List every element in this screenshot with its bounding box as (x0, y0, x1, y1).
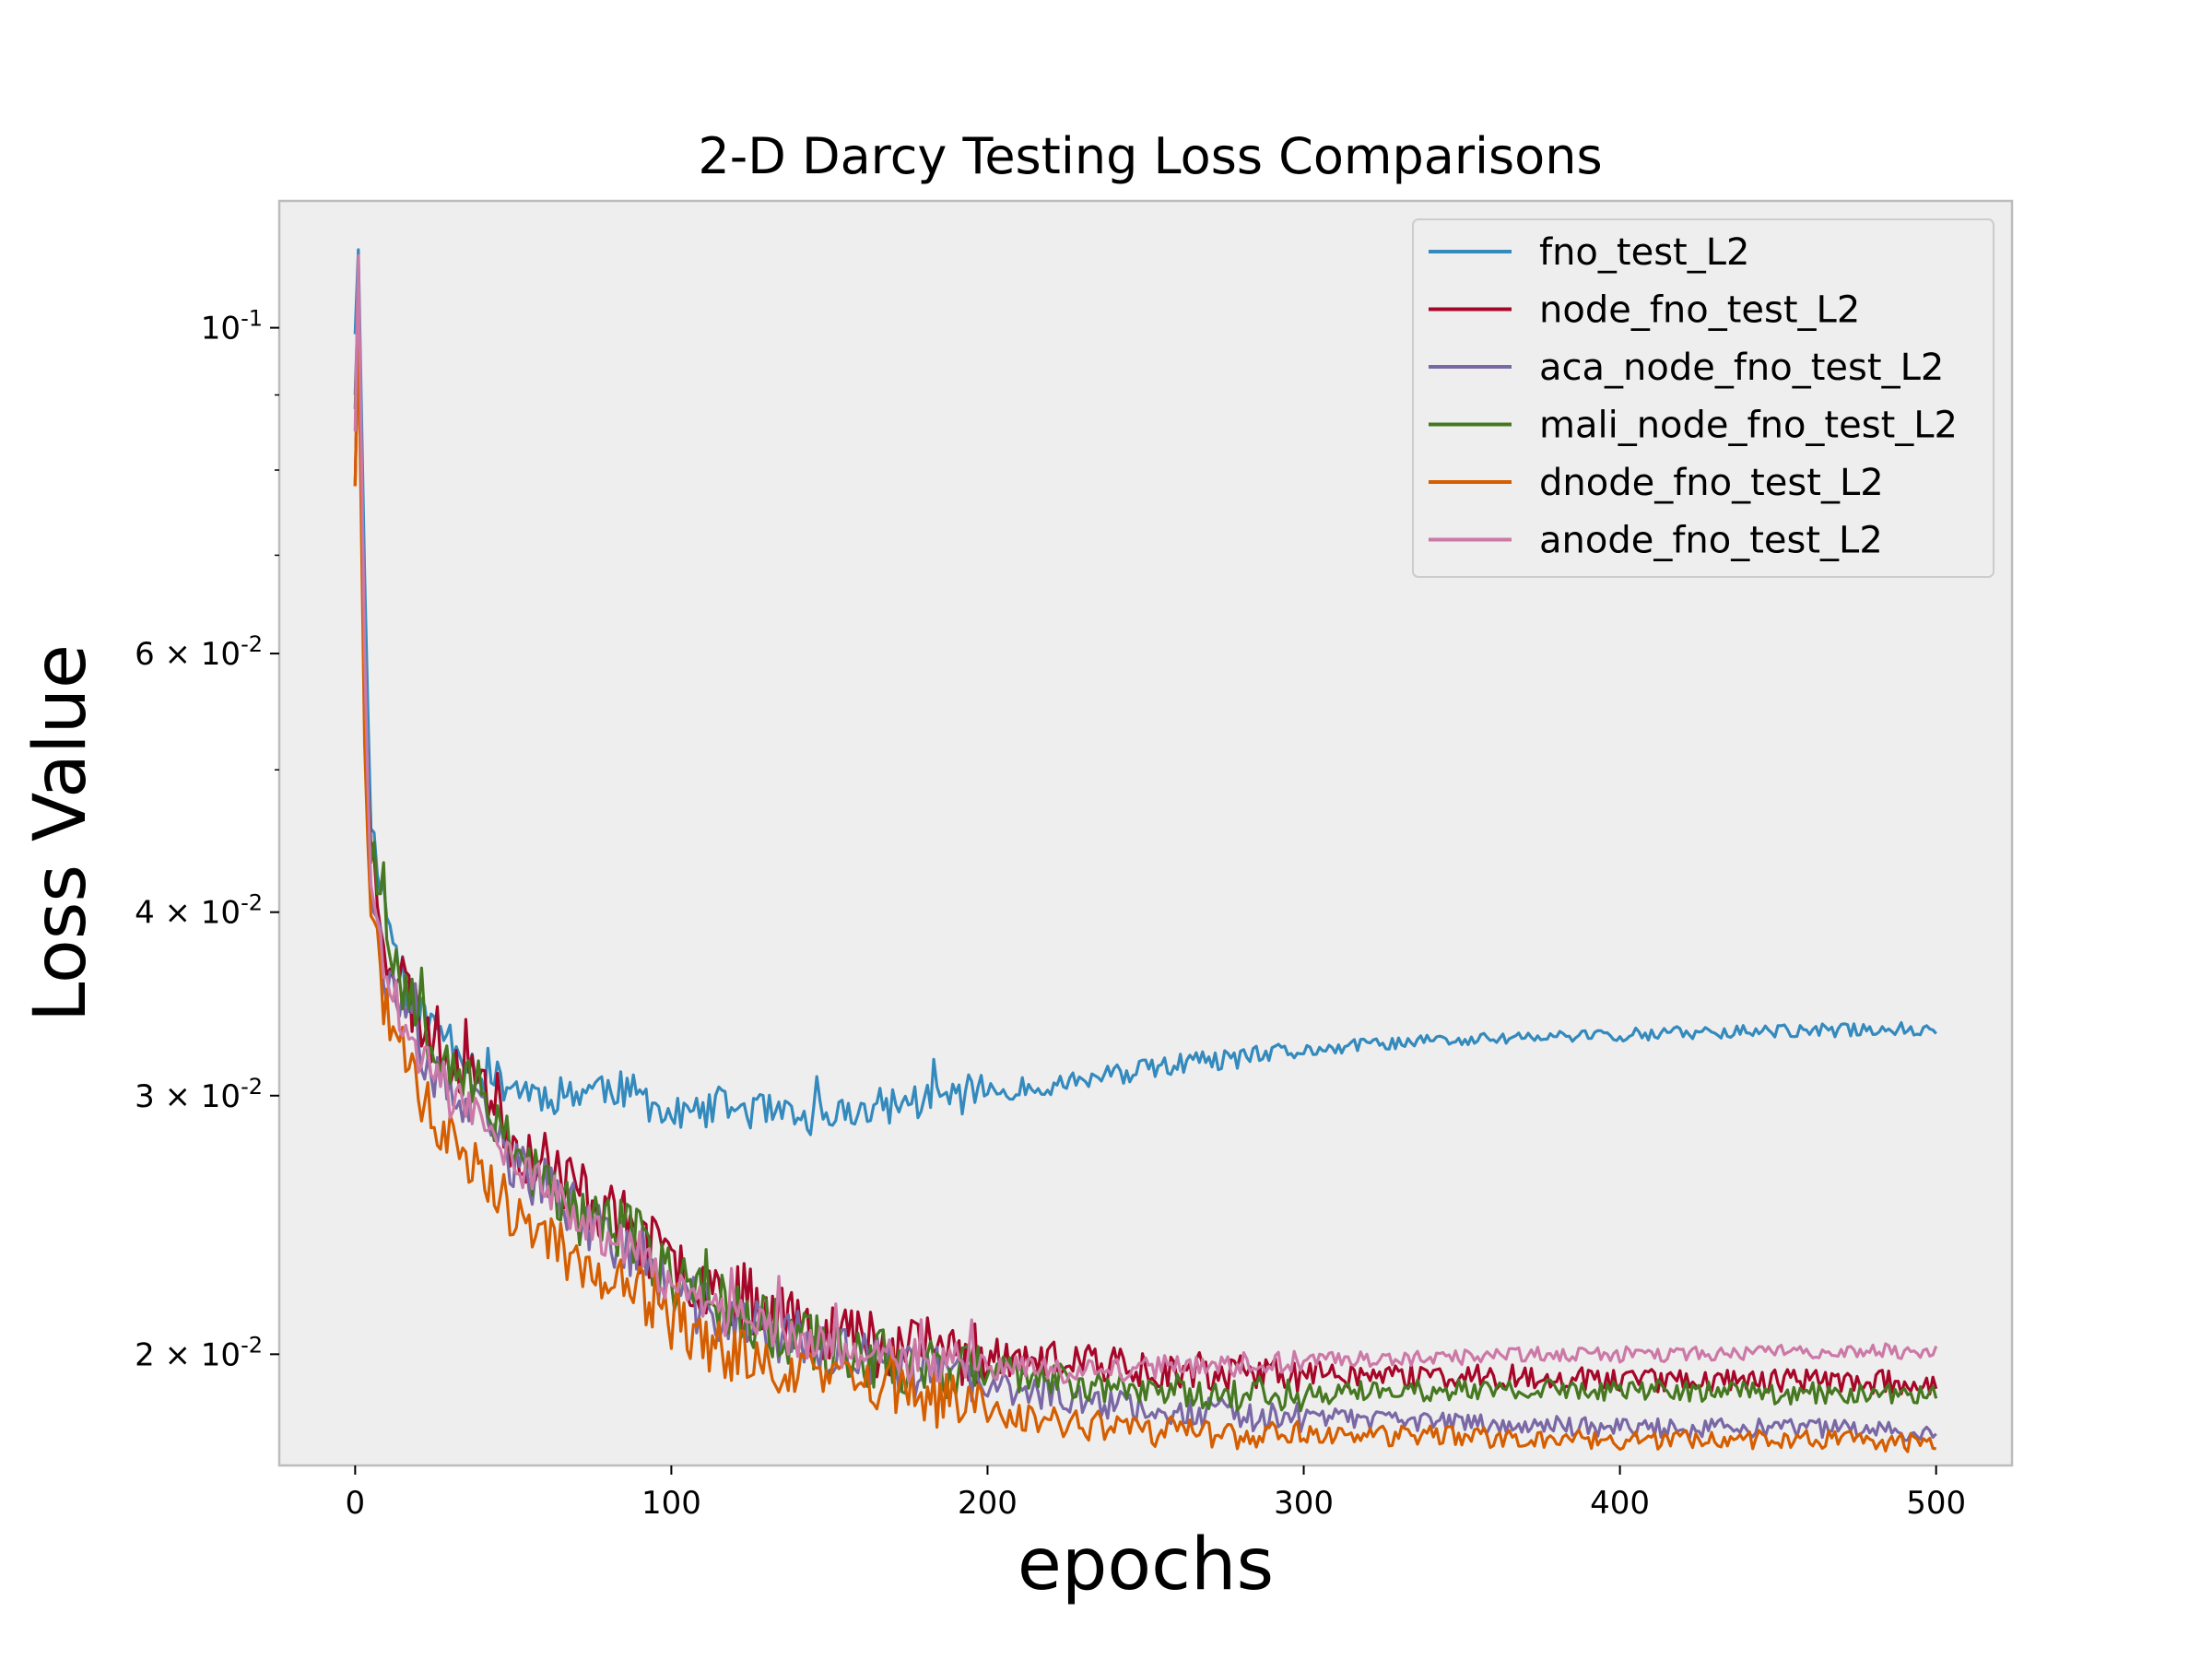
legend: fno_test_L2 node_fno_test_L2 aca_node_fno_… (1412, 218, 1994, 578)
legend-label: fno_test_L2 (1539, 231, 1749, 274)
x-tick-label: 200 (958, 1485, 1018, 1522)
x-tick-label: 400 (1590, 1485, 1650, 1522)
y-tick-label: 6 × 10-2 (135, 631, 263, 673)
chart-title: 2-D Darcy Testing Loss Comparisons (698, 127, 1602, 185)
y-axis-ticks: 10-1 6 × 10-2 4 × 10-2 3 × 10-2 2 × 10-2 (135, 306, 279, 1373)
y-tick-label: 10-1 (201, 306, 263, 347)
series-line-anode_fno_test_L2 (353, 253, 1938, 1384)
x-axis-ticks: 0 100 200 300 400 500 (346, 1465, 1966, 1522)
x-tick-label: 300 (1274, 1485, 1334, 1522)
x-tick-label: 500 (1906, 1485, 1966, 1522)
x-tick-label: 100 (641, 1485, 701, 1522)
legend-label: mali_node_fno_test_L2 (1539, 405, 1958, 447)
x-tick-label: 0 (346, 1485, 366, 1522)
legend-label: aca_node_fno_test_L2 (1539, 347, 1944, 389)
y-tick-label: 3 × 10-2 (135, 1074, 263, 1115)
legend-box (1412, 218, 1994, 578)
y-axis-label: Loss Value (19, 644, 102, 1022)
legend-label: dnode_fno_test_L2 (1539, 462, 1884, 504)
series-layer (353, 248, 1938, 1453)
series-line-fno_test_L2 (353, 248, 1937, 1136)
legend-label: node_fno_test_L2 (1539, 289, 1860, 332)
series-line-dnode_fno_test_L2 (353, 326, 1936, 1453)
x-axis-label: epochs (1018, 1524, 1274, 1606)
y-tick-label: 4 × 10-2 (135, 890, 263, 932)
legend-label: anode_fno_test_L2 (1539, 520, 1883, 562)
y-tick-label: 2 × 10-2 (135, 1332, 263, 1373)
